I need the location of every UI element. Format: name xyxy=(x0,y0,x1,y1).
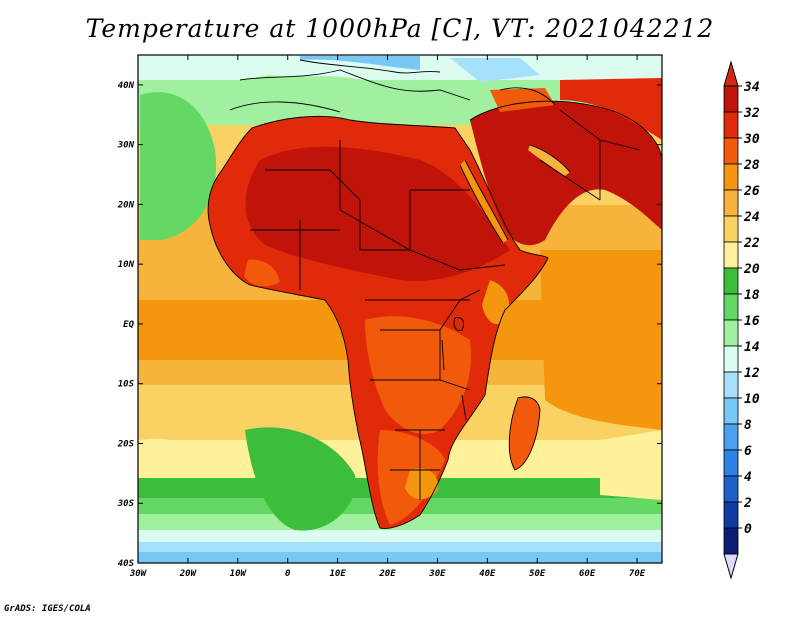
lat-tick-label: 40N xyxy=(118,81,135,91)
lat-tick-label: 30S xyxy=(117,499,135,509)
latitude-axis: 40N 30N 20N 10N EQ 10S 20S 30S 40S xyxy=(117,81,662,569)
colorbar-label: 22 xyxy=(743,236,760,251)
colorbar-swatch xyxy=(723,267,739,295)
colorbar-top-arrow xyxy=(723,60,739,87)
colorbar-label: 0 xyxy=(744,522,752,537)
lat-tick-label: 20N xyxy=(117,200,135,210)
lon-tick-label: 30W xyxy=(129,569,148,579)
lon-tick-label: 10E xyxy=(329,569,346,579)
colorbar-label: 14 xyxy=(744,340,760,355)
colorbar-swatch xyxy=(723,137,739,165)
temperature-field xyxy=(138,55,662,563)
lat-tick-label: 40S xyxy=(118,559,135,569)
colorbar-swatch xyxy=(723,111,739,139)
lat-tick-label: 20S xyxy=(117,439,135,449)
lon-tick-label: 50E xyxy=(529,569,546,579)
lat-tick-label: 30N xyxy=(117,141,135,151)
colorbar-swatch xyxy=(723,85,739,113)
lon-tick-label: 20E xyxy=(378,569,396,579)
colorbar-swatch xyxy=(723,163,739,191)
lat-tick-label: EQ xyxy=(123,320,134,330)
longitude-axis: 30W 20W 10W 0 10E 20E 30E 40E 50E 60E 70E xyxy=(129,55,646,579)
colorbar-label: 8 xyxy=(744,418,752,433)
colorbar-swatch xyxy=(723,345,739,373)
lon-tick-label: 10W xyxy=(230,569,248,579)
colorbar-label: 2 xyxy=(743,496,752,511)
colorbar-label: 24 xyxy=(743,210,760,225)
colorbar-label: 28 xyxy=(743,158,760,173)
lon-tick-label: 20W xyxy=(179,569,198,579)
lon-tick-label: 40E xyxy=(479,569,496,579)
colorbar-swatch xyxy=(723,241,739,269)
colorbar-label: 12 xyxy=(744,366,760,381)
plot-frame xyxy=(137,54,663,564)
colorbar-label: 4 xyxy=(744,470,752,485)
lon-tick-label: 30E xyxy=(428,569,446,579)
credit-label: GrADS: IGES/COLA xyxy=(4,604,91,614)
colorbar-label: 6 xyxy=(744,444,752,459)
colorbar-swatch xyxy=(723,527,739,555)
lon-tick-label: 0 xyxy=(285,569,291,579)
colorbar-swatch xyxy=(723,475,739,503)
colorbar-swatch xyxy=(723,215,739,243)
colorbar-label: 20 xyxy=(743,262,760,277)
colorbar-swatch xyxy=(723,423,739,451)
colorbar-swatch xyxy=(723,189,739,217)
colorbar-label: 10 xyxy=(744,392,760,407)
lon-tick-label: 60E xyxy=(579,569,596,579)
colorbar-label: 30 xyxy=(743,132,760,147)
colorbar-swatch xyxy=(723,501,739,529)
colorbar-label: 26 xyxy=(743,184,760,199)
lat-tick-label: 10S xyxy=(118,380,135,390)
colorbar-label: 18 xyxy=(744,288,760,303)
colorbar-bottom-arrow xyxy=(723,553,739,580)
colorbar-label: 34 xyxy=(743,80,760,95)
colorbar-swatch xyxy=(723,449,739,477)
colorbar-swatch xyxy=(723,293,739,321)
colorbar-swatch xyxy=(723,319,739,347)
colorbar-label: 32 xyxy=(743,106,760,121)
colorbar-label: 16 xyxy=(744,314,760,329)
coastlines-borders xyxy=(207,59,662,529)
colorbar-swatch xyxy=(723,371,739,399)
lat-tick-label: 10N xyxy=(118,260,135,270)
colorbar-swatch xyxy=(723,397,739,425)
map-title: Temperature at 1000hPa [C], VT: 20210422… xyxy=(85,14,715,43)
lon-tick-label: 70E xyxy=(629,569,646,579)
